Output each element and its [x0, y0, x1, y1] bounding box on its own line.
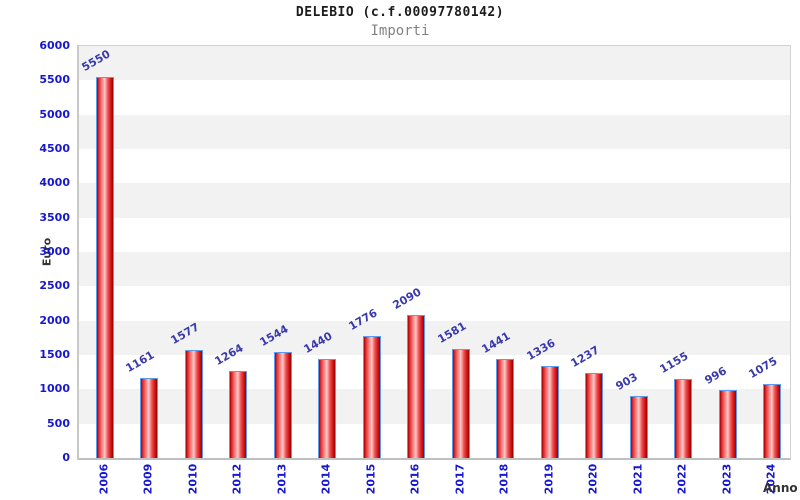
bar-2014: [318, 359, 336, 458]
x-axis-tick-label: 2021: [631, 463, 644, 495]
bar-2013: [273, 351, 292, 458]
grid-band: [79, 286, 790, 321]
bar-2024: [763, 384, 781, 458]
grid-band: [79, 183, 790, 218]
bar-2006: [95, 76, 114, 458]
chart-title: DELEBIO (c.f.00097780142): [295, 5, 505, 20]
x-axis-tick-label: 2010: [186, 463, 199, 495]
chart-subtitle: Importi: [370, 23, 430, 39]
x-axis-tick-label: 2017: [453, 463, 466, 495]
x-axis-title: Anno: [763, 481, 798, 495]
bar-2020: [585, 373, 603, 458]
y-axis-tick-label: 4000: [39, 176, 70, 190]
bar-2012: [229, 371, 247, 458]
grid-band: [79, 217, 790, 252]
y-axis-tick-label: 6000: [39, 39, 70, 52]
y-axis-tick-label: 2000: [39, 313, 70, 327]
bar-2010: [184, 349, 203, 458]
bar-2021: [629, 396, 648, 458]
bar-2023: [718, 389, 737, 458]
grid-band: [79, 80, 790, 115]
bar-2018: [496, 359, 514, 458]
y-axis-tick-label: 500: [47, 416, 70, 430]
x-axis-tick-label: 2014: [319, 463, 333, 495]
grid-band: [79, 252, 790, 287]
grid-band: [79, 46, 790, 81]
x-axis-tick-label: 2020: [586, 463, 600, 495]
y-axis-tick-label: 1000: [39, 382, 70, 396]
x-axis-tick-label: 2012: [230, 463, 244, 495]
x-axis-tick-label: 2013: [275, 463, 288, 495]
y-axis-tick-label: 5500: [39, 73, 70, 87]
x-axis-tick-label: 2019: [542, 463, 555, 495]
grid-band: [79, 320, 790, 355]
x-axis-tick-label: 2023: [720, 463, 733, 495]
bar-2016: [407, 314, 425, 458]
y-axis-tick-label: 0: [62, 451, 70, 464]
y-axis-tick-label: 4500: [39, 142, 70, 155]
x-axis-tick-label: 2022: [675, 463, 689, 495]
bar-2019: [540, 366, 559, 458]
y-axis-tick-label: 5000: [39, 107, 70, 121]
y-axis-tick-label: 2500: [39, 279, 70, 293]
x-axis-tick-label: 2006: [97, 463, 110, 495]
y-axis-tick-label: 3500: [39, 210, 70, 224]
bar-2022: [674, 378, 692, 458]
y-axis-tick-label: 1500: [39, 348, 70, 361]
x-axis-tick-label: 2015: [364, 463, 377, 495]
x-axis-tick-label: 2009: [141, 463, 155, 495]
bar-2015: [362, 336, 381, 458]
bar-2017: [451, 349, 470, 458]
x-axis-tick-label: 2016: [408, 463, 422, 495]
plot-area: 5550 1161 1577 1264 1544 1440 1776 2090 1581 1441…: [77, 45, 791, 460]
x-axis-tick-label: 2018: [497, 463, 511, 495]
grid-band: [79, 149, 790, 184]
bar-2009: [140, 378, 158, 458]
grid-band: [79, 114, 790, 149]
y-axis-tick-label: 3000: [39, 245, 70, 258]
